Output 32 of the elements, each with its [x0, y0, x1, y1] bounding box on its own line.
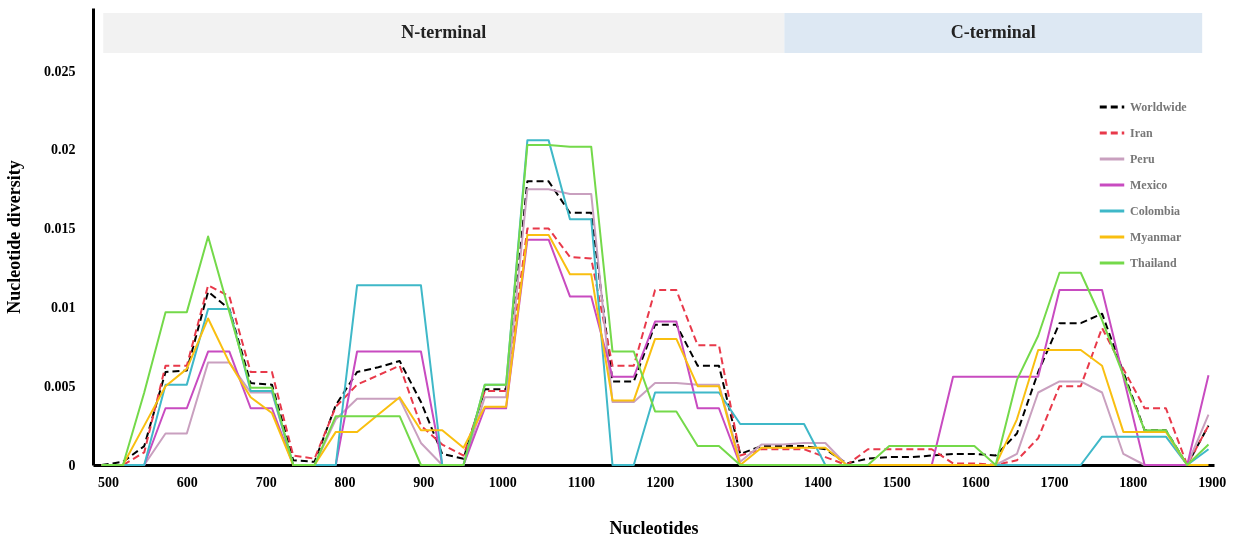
x-tick-label: 1100 [567, 474, 596, 490]
y-tick-label: 0.025 [44, 63, 76, 79]
x-axis-title: Nucleotides [609, 517, 699, 538]
x-tick-label: 500 [97, 474, 119, 490]
x-tick-label: 1900 [1198, 474, 1227, 490]
y-tick-label: 0 [68, 457, 76, 473]
legend-label: Worldwide [1130, 100, 1188, 114]
x-tick-label: 800 [334, 474, 356, 490]
x-tick-label: 1700 [1040, 474, 1069, 490]
y-tick-label: 0.015 [44, 221, 76, 237]
x-tick-label: 1800 [1119, 474, 1148, 490]
x-tick-label: 700 [255, 474, 277, 490]
x-tick-label: 900 [413, 474, 435, 490]
legend-label: Colombia [1130, 204, 1181, 218]
band-label: C-terminal [950, 22, 1036, 42]
x-tick-label: 1300 [725, 474, 754, 490]
x-tick-label: 1500 [882, 474, 911, 490]
legend-label: Mexico [1130, 178, 1168, 192]
y-tick-label: 0.005 [44, 378, 76, 394]
x-tick-label: 600 [176, 474, 198, 490]
y-tick-label: 0.01 [51, 299, 76, 315]
x-tick-label: 1200 [646, 474, 675, 490]
legend-label: Iran [1130, 126, 1153, 140]
x-tick-label: 1400 [803, 474, 832, 490]
legend-label: Peru [1130, 152, 1155, 166]
legend-label: Myanmar [1130, 230, 1182, 244]
x-tick-label: 1600 [961, 474, 990, 490]
y-axis-title: Nucleotide diversity [4, 160, 24, 314]
legend-label: Thailand [1130, 256, 1178, 270]
band-label: N-terminal [401, 22, 487, 42]
x-tick-label: 1000 [488, 474, 517, 490]
y-tick-label: 0.02 [51, 142, 76, 158]
